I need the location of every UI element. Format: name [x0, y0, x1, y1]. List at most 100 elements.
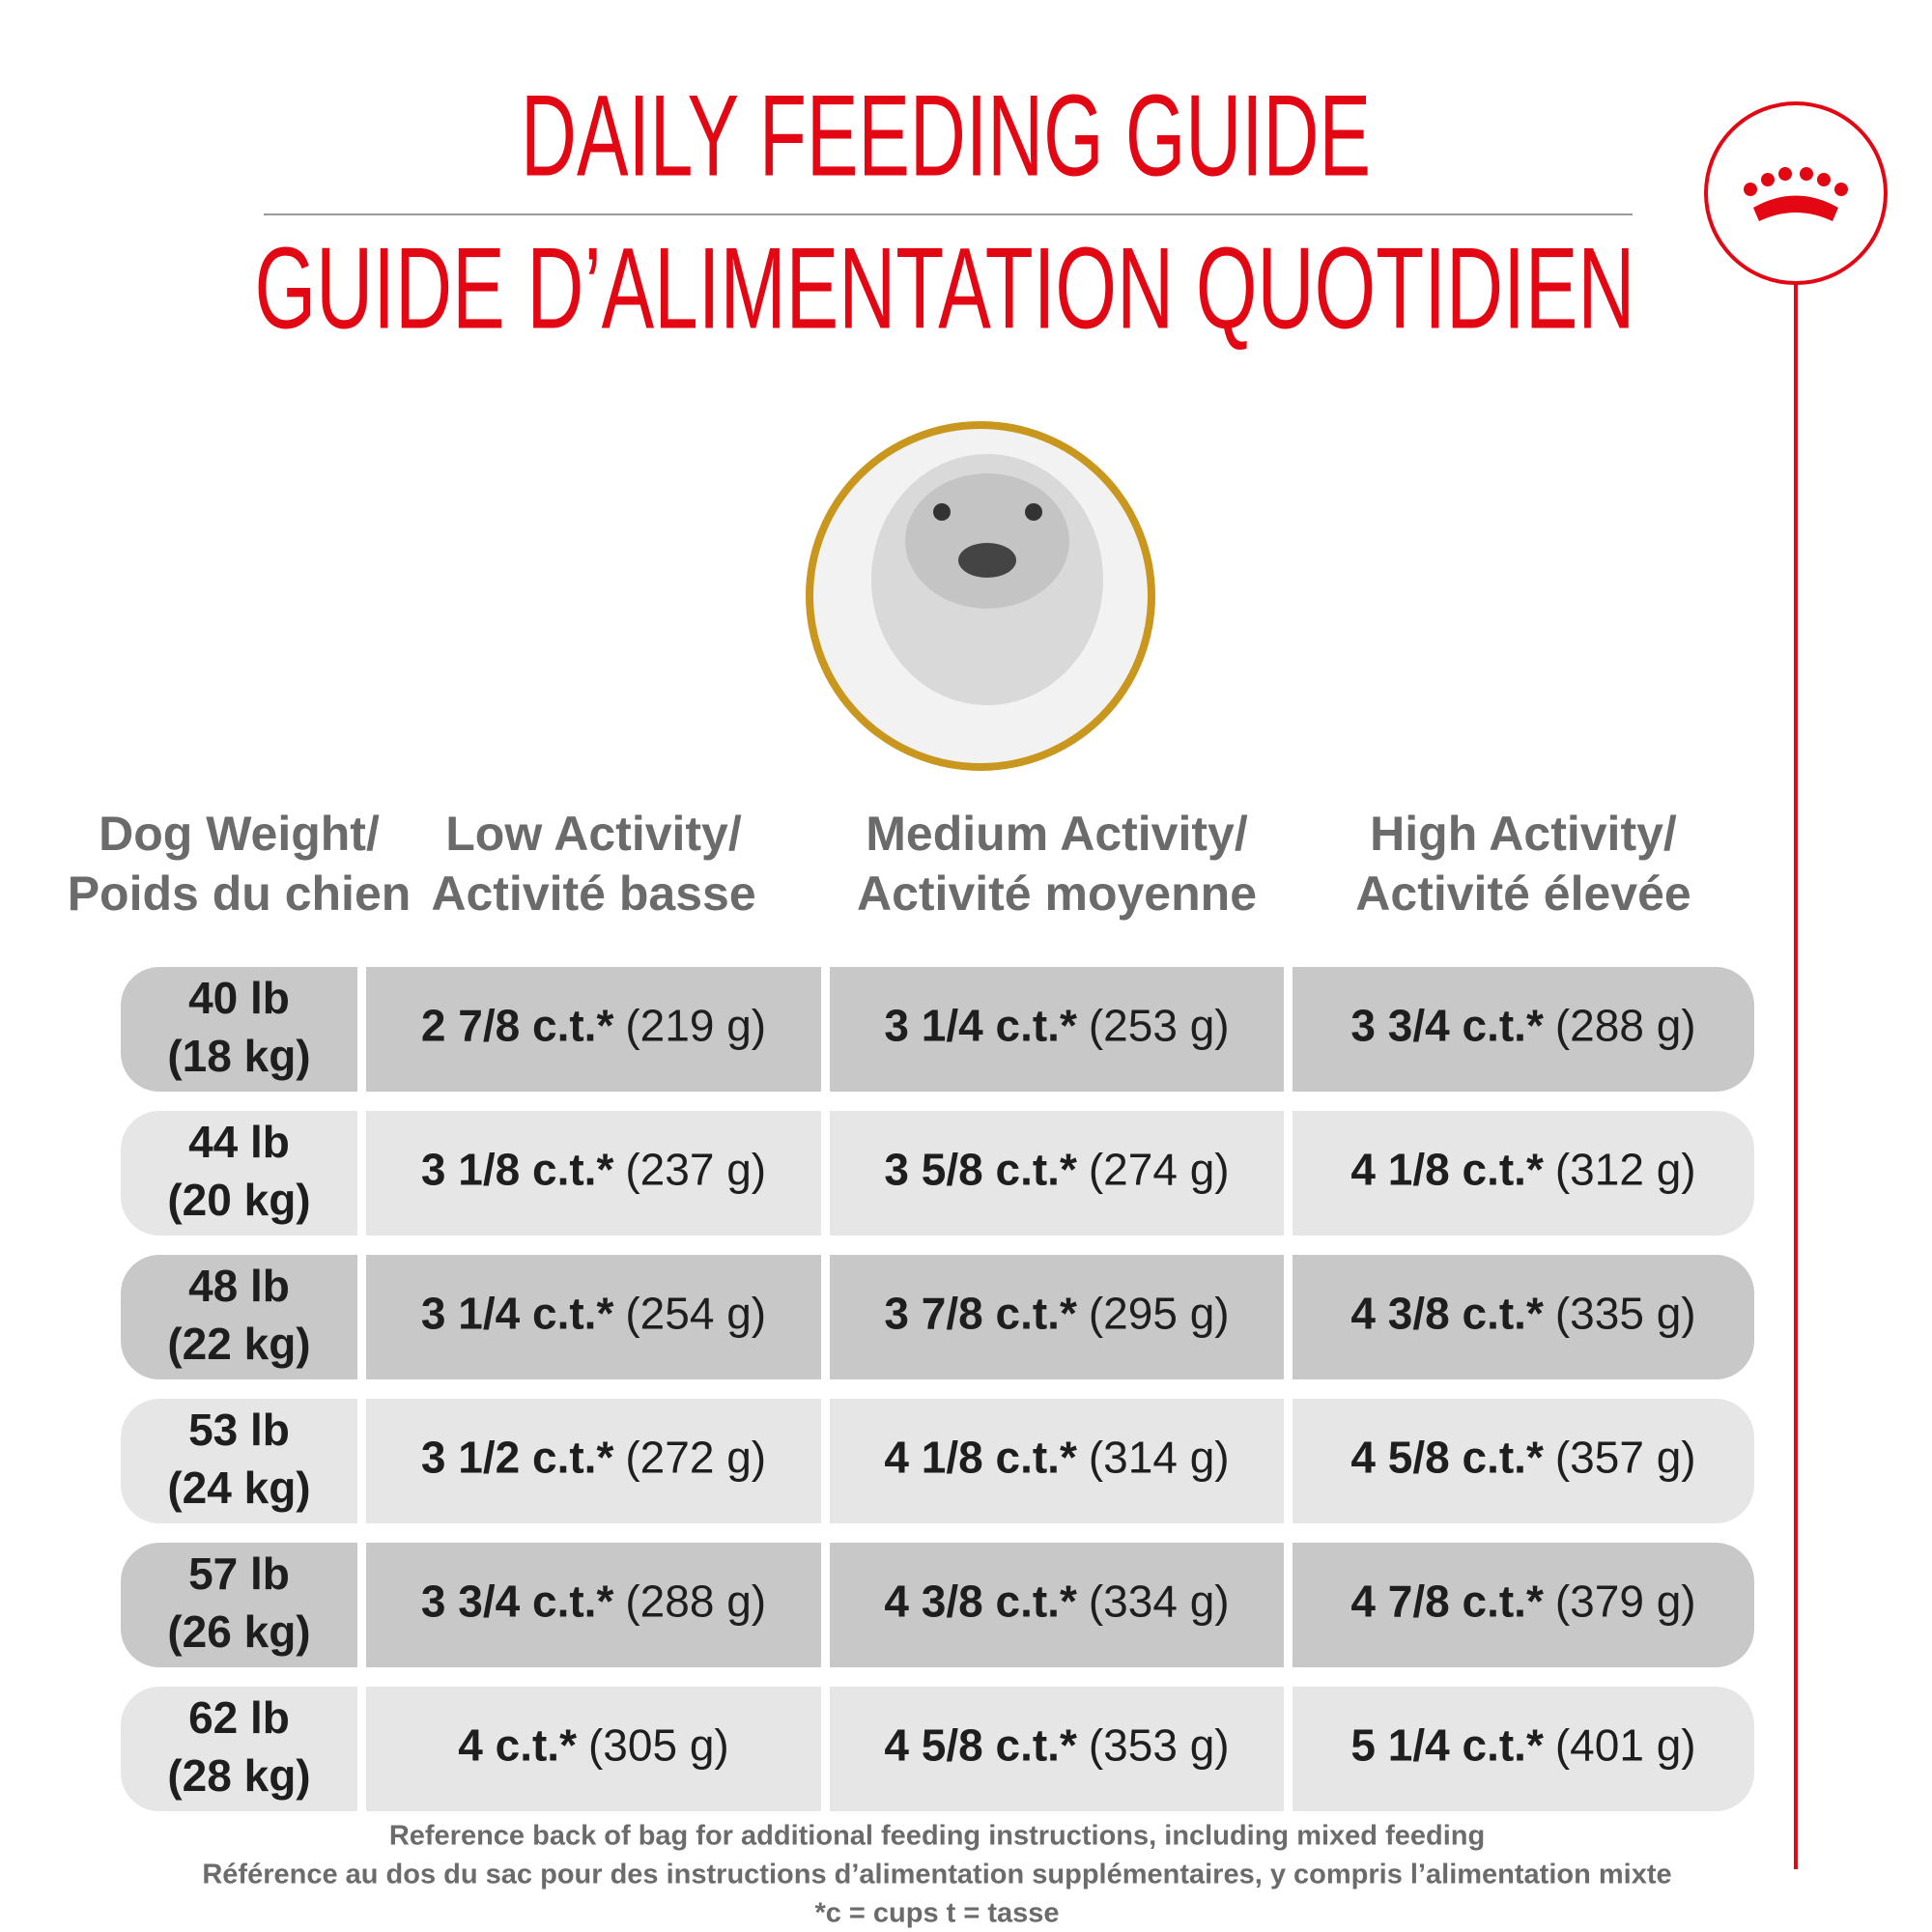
- column-header: Activité élevée: [1355, 867, 1690, 921]
- amount: 4 5/8 c.t.* (353 g): [884, 1720, 1229, 1771]
- amount: 3 3/4 c.t.* (288 g): [421, 1577, 766, 1627]
- amount: 4 7/8 c.t.* (379 g): [1350, 1577, 1695, 1627]
- cell-bg: [1293, 1399, 1754, 1523]
- amount-cups: 3 7/8 c.t.*: [884, 1289, 1077, 1339]
- cell-bg: [830, 1687, 1284, 1811]
- cell-bg: [1293, 1255, 1754, 1379]
- column-header: Poids du chien: [68, 867, 412, 921]
- weight-kg: (26 kg): [167, 1606, 310, 1657]
- amount: 2 7/8 c.t.* (219 g): [421, 1001, 766, 1051]
- cell-bg: [309, 1399, 357, 1523]
- amount-grams: (288 g): [625, 1577, 766, 1627]
- amount-cups: 2 7/8 c.t.*: [421, 1001, 614, 1051]
- cell-bg: [1293, 967, 1341, 1092]
- cell-bg: [366, 967, 821, 1092]
- amount: 4 c.t.* (305 g): [458, 1720, 728, 1771]
- table-row: 53 lb (24 kg) 3 1/2 c.t.* (272 g) 4 1/8 c.t.…: [121, 1399, 1754, 1523]
- amount-cups: 4 1/8 c.t.*: [1350, 1145, 1544, 1195]
- amount-cups: 3 1/2 c.t.*: [421, 1433, 614, 1483]
- amount-cups: 3 1/4 c.t.*: [884, 1001, 1077, 1051]
- cell-bg: [366, 1543, 821, 1667]
- cell-bg: [830, 967, 1284, 1092]
- amount: 5 1/4 c.t.* (401 g): [1350, 1720, 1695, 1771]
- weight: 44 lb: [188, 1117, 290, 1167]
- column-header: Medium Activity/: [866, 807, 1248, 861]
- column-header: Activité moyenne: [857, 867, 1257, 921]
- cell-bg: [1293, 1687, 1341, 1811]
- title-fr: GUIDE D’ALIMENTATION QUOTIDIEN: [255, 224, 1635, 354]
- table-row: 44 lb (20 kg) 3 1/8 c.t.* (237 g) 3 5/8 c.t.…: [121, 1111, 1754, 1236]
- weight-kg: (18 kg): [167, 1031, 310, 1081]
- amount-grams: (254 g): [625, 1289, 766, 1339]
- cell-bg: [309, 1543, 357, 1667]
- weight: 57 lb: [188, 1548, 290, 1599]
- weight: 40 lb: [188, 973, 290, 1023]
- column-header: Activité basse: [431, 867, 755, 921]
- amount-cups: 4 3/8 c.t.*: [1350, 1289, 1544, 1339]
- amount-grams: (274 g): [1089, 1145, 1230, 1195]
- amount-cups: 3 5/8 c.t.*: [884, 1145, 1077, 1195]
- amount: 3 7/8 c.t.* (295 g): [884, 1289, 1229, 1339]
- amount: 4 1/8 c.t.* (314 g): [884, 1433, 1229, 1483]
- amount-cups: 3 1/4 c.t.*: [421, 1289, 614, 1339]
- cell-bg: [366, 1255, 821, 1379]
- cell-bg: [1293, 1111, 1341, 1236]
- amount-cups: 3 3/4 c.t.*: [421, 1577, 614, 1627]
- amount-cups: 4 5/8 c.t.*: [1350, 1433, 1544, 1483]
- cell-bg: [1293, 967, 1754, 1092]
- column-header: High Activity/: [1370, 807, 1677, 861]
- title-en: DAILY FEEDING GUIDE: [521, 71, 1371, 201]
- table-row: 57 lb (26 kg) 3 3/4 c.t.* (288 g) 4 3/8 c.t.…: [121, 1543, 1754, 1667]
- footnote: Reference back of bag for additional fee…: [389, 1821, 1485, 1852]
- amount-cups: 4 5/8 c.t.*: [884, 1720, 1077, 1771]
- table-row: 48 lb (22 kg) 3 1/4 c.t.* (254 g) 3 7/8 c.t.…: [121, 1255, 1754, 1379]
- footnote: Référence au dos du sac pour des instruc…: [202, 1860, 1671, 1890]
- amount-grams: (314 g): [1089, 1433, 1230, 1483]
- amount: 4 3/8 c.t.* (334 g): [884, 1577, 1229, 1627]
- weight-kg: (22 kg): [167, 1319, 310, 1369]
- cell-bg: [830, 1111, 1284, 1236]
- amount-grams: (379 g): [1555, 1577, 1696, 1627]
- weight-kg: (24 kg): [167, 1463, 310, 1513]
- cell-bg: [121, 967, 357, 1092]
- cell-bg: [366, 1111, 821, 1236]
- amount: 4 3/8 c.t.* (335 g): [1350, 1289, 1695, 1339]
- weight: 53 lb: [188, 1405, 290, 1455]
- cell-bg: [1293, 1687, 1754, 1811]
- weight-kg: (28 kg): [167, 1750, 310, 1801]
- cell-bg: [1293, 1543, 1341, 1667]
- amount-grams: (335 g): [1555, 1289, 1696, 1339]
- cell-bg: [121, 1543, 357, 1667]
- cell-bg: [1293, 1111, 1754, 1236]
- cell-bg: [1293, 1255, 1341, 1379]
- amount: 3 5/8 c.t.* (274 g): [884, 1145, 1229, 1195]
- column-header: Dog Weight/: [99, 807, 380, 861]
- weight: 48 lb: [188, 1261, 290, 1311]
- cell-bg: [121, 1399, 357, 1523]
- amount-cups: 3 1/8 c.t.*: [421, 1145, 614, 1195]
- amount-grams: (353 g): [1089, 1720, 1230, 1771]
- cell-bg: [1293, 1543, 1754, 1667]
- amount: 3 1/4 c.t.* (254 g): [421, 1289, 766, 1339]
- amount-grams: (312 g): [1555, 1145, 1696, 1195]
- feeding-table: Dog Weight/Poids du chien Low Activity/Ac…: [68, 807, 1754, 1929]
- amount: 3 1/8 c.t.* (237 g): [421, 1145, 766, 1195]
- footnote: *c = cups t = tasse: [814, 1898, 1059, 1929]
- cell-bg: [1293, 1399, 1341, 1523]
- amount-cups: 4 1/8 c.t.*: [884, 1433, 1077, 1483]
- amount: 3 1/2 c.t.* (272 g): [421, 1433, 766, 1483]
- table-row: 40 lb (18 kg) 2 7/8 c.t.* (219 g) 3 1/4 c.t.…: [121, 967, 1754, 1092]
- amount-grams: (357 g): [1555, 1433, 1696, 1483]
- amount-grams: (237 g): [625, 1145, 766, 1195]
- amount-grams: (295 g): [1089, 1289, 1230, 1339]
- cell-bg: [830, 1543, 1284, 1667]
- amount-cups: 4 7/8 c.t.*: [1350, 1577, 1544, 1627]
- cell-bg: [366, 1399, 821, 1523]
- amount-cups: 4 c.t.*: [458, 1720, 577, 1771]
- amount: 4 1/8 c.t.* (312 g): [1350, 1145, 1695, 1195]
- cell-bg: [121, 1111, 357, 1236]
- cell-bg: [121, 1255, 357, 1379]
- amount-grams: (288 g): [1555, 1001, 1696, 1051]
- amount-grams: (219 g): [625, 1001, 766, 1051]
